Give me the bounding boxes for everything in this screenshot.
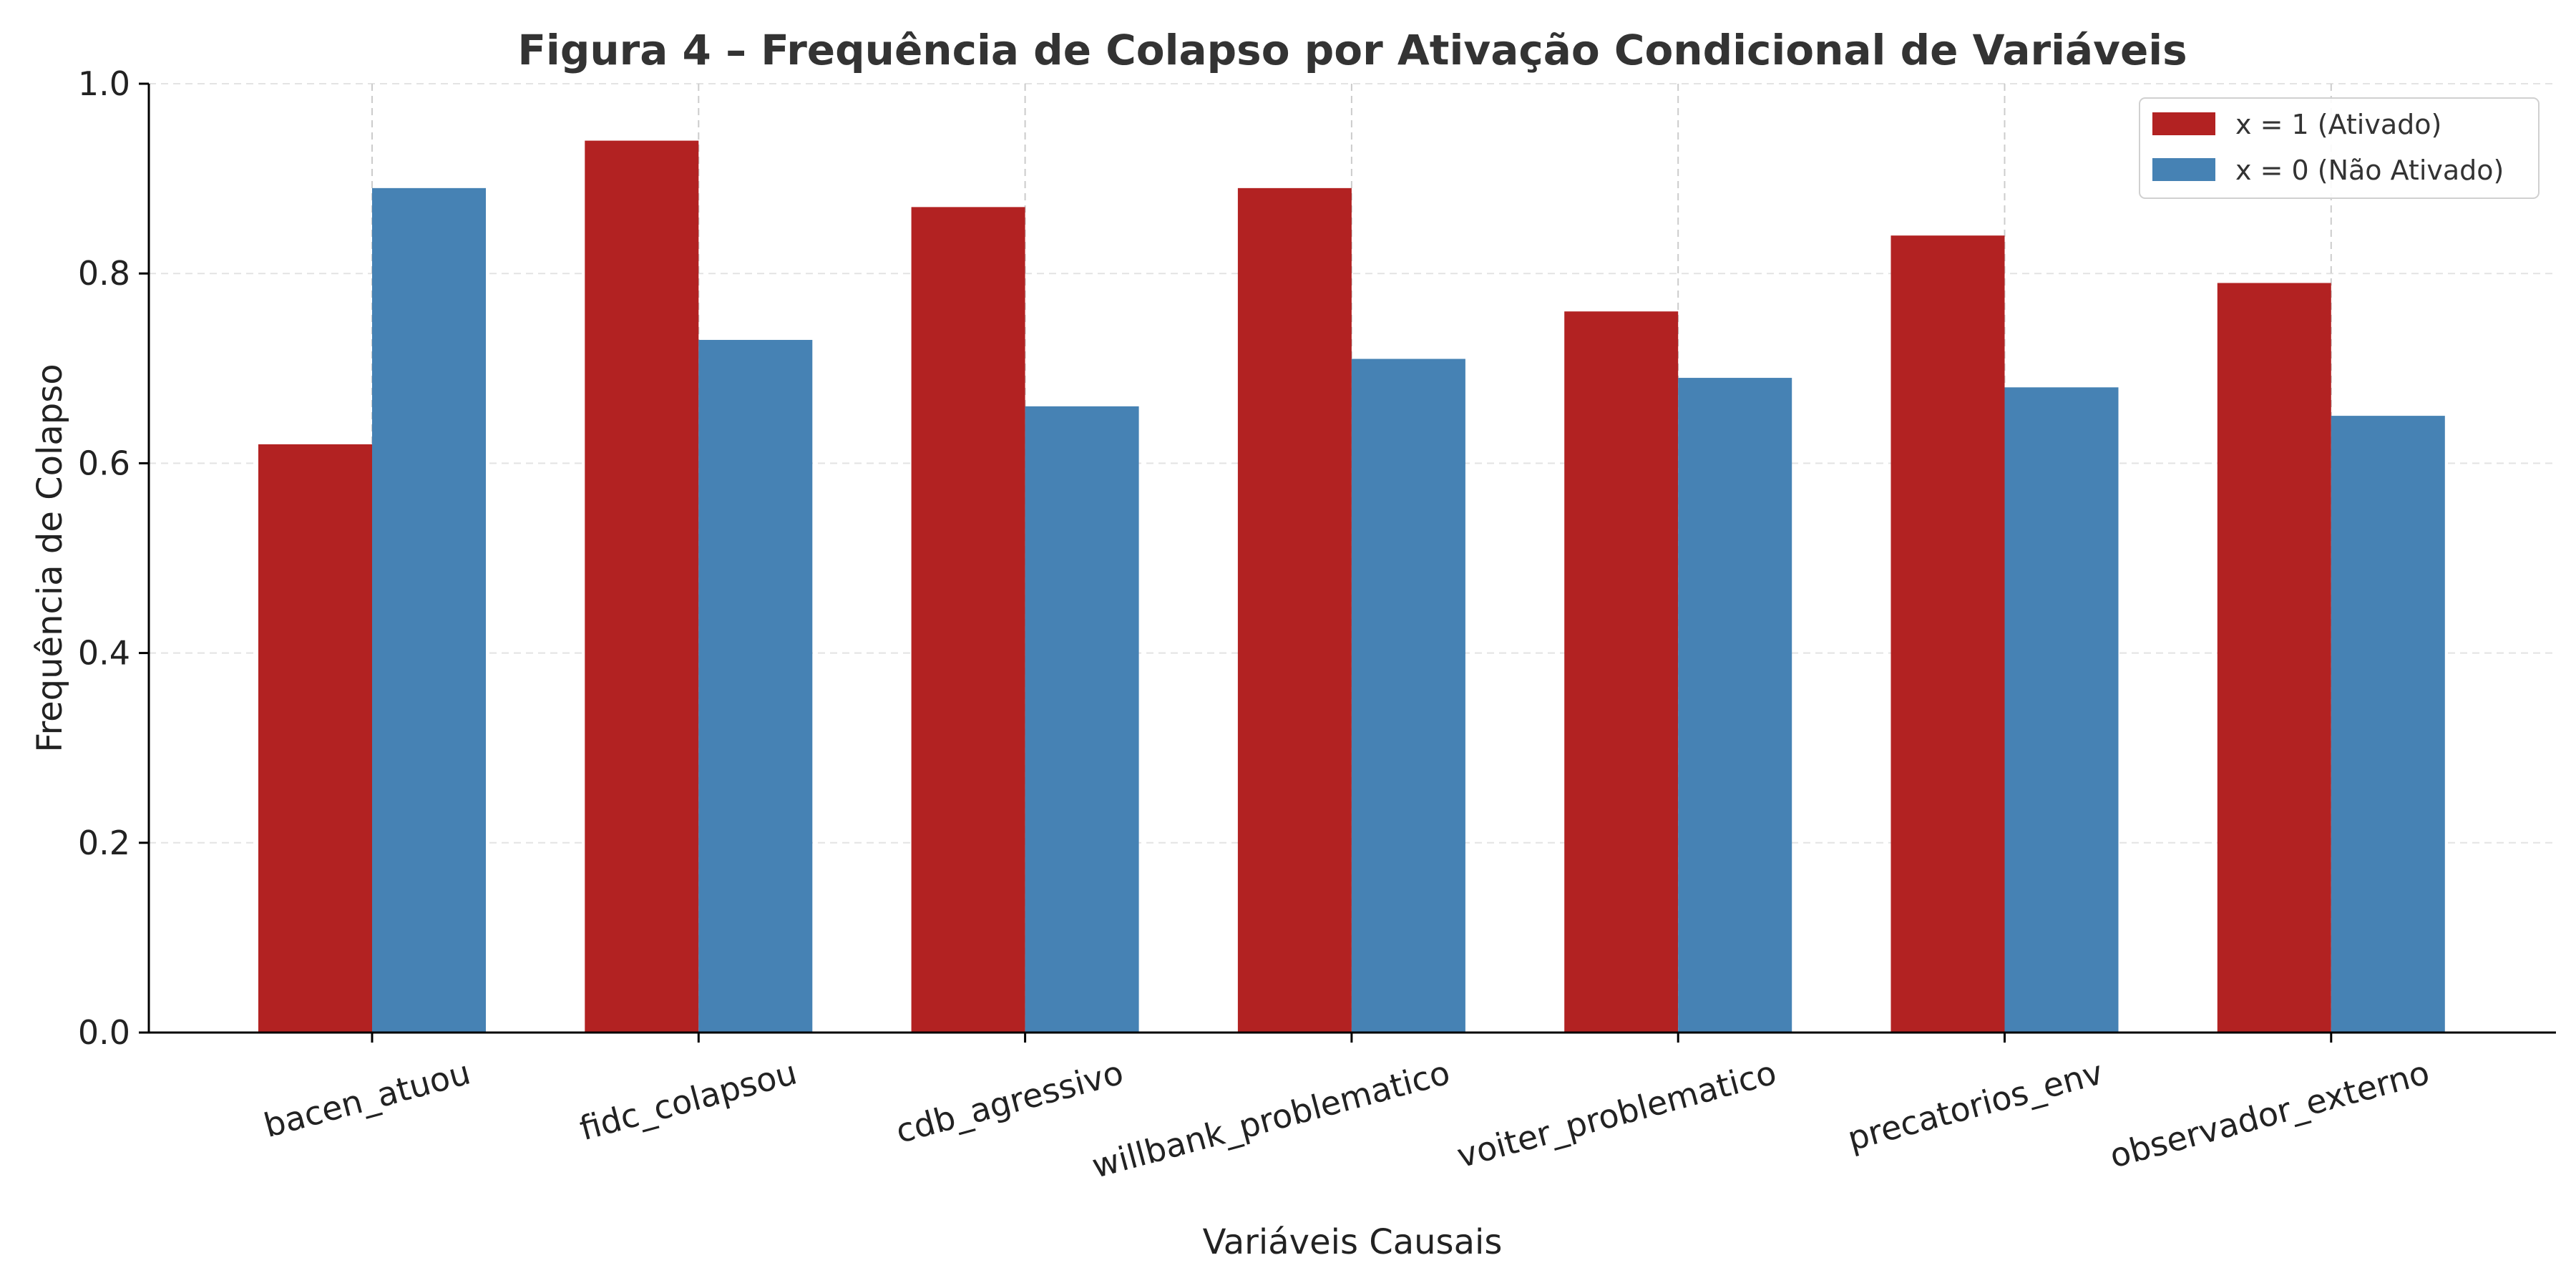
bar-not-activated bbox=[2331, 416, 2445, 1033]
bar-not-activated bbox=[2004, 387, 2119, 1033]
bar-activated bbox=[1890, 235, 2005, 1033]
bar-not-activated bbox=[1025, 406, 1139, 1033]
chart-title: Figura 4 – Frequência de Colapso por Ati… bbox=[517, 26, 2187, 74]
legend: x = 1 (Ativado) x = 0 (Não Ativado) bbox=[2139, 97, 2540, 199]
x-tick-label: cdb_agressivo bbox=[892, 1053, 1127, 1151]
bar-not-activated bbox=[1351, 358, 1465, 1033]
x-tick-label: observador_externo bbox=[2106, 1053, 2434, 1175]
y-tick-label: 0.4 bbox=[78, 634, 130, 673]
bars bbox=[258, 140, 2445, 1033]
y-ticks: 0.0 0.2 0.4 0.6 0.8 1.0 bbox=[78, 64, 149, 1052]
bar-not-activated bbox=[1678, 378, 1792, 1033]
legend-label: x = 0 (Não Ativado) bbox=[2235, 155, 2504, 186]
bar-activated bbox=[585, 140, 699, 1033]
y-tick-label: 0.6 bbox=[78, 444, 130, 482]
bar-activated bbox=[911, 207, 1025, 1033]
x-tick-label: willbank_problematico bbox=[1088, 1053, 1453, 1185]
legend-box bbox=[2139, 97, 2540, 199]
y-tick-label: 1.0 bbox=[78, 64, 130, 103]
bar-activated bbox=[258, 444, 372, 1033]
x-axis-label: Variáveis Causais bbox=[1203, 1222, 1503, 1262]
x-tick-label: voiter_problematico bbox=[1453, 1053, 1781, 1175]
bar-activated bbox=[2217, 283, 2331, 1033]
x-ticks: bacen_atuou fidc_colapsou cdb_agressivowil… bbox=[260, 1033, 2434, 1186]
legend-label: x = 1 (Ativado) bbox=[2235, 109, 2441, 140]
x-tick-label: bacen_atuou bbox=[260, 1053, 474, 1145]
bar-activated bbox=[1237, 187, 1352, 1033]
y-tick-label: 0.2 bbox=[78, 824, 130, 862]
y-tick-label: 0.0 bbox=[78, 1013, 130, 1052]
y-axis-label: Frequência de Colapso bbox=[30, 364, 70, 752]
bar-not-activated bbox=[698, 340, 813, 1033]
x-tick-label: fidc_colapsou bbox=[575, 1053, 801, 1148]
y-tick-label: 0.8 bbox=[78, 254, 130, 293]
bar-not-activated bbox=[372, 187, 486, 1033]
x-tick-label: precatorios_env bbox=[1843, 1053, 2107, 1158]
bar-activated bbox=[1564, 311, 1679, 1033]
legend-swatch-activated bbox=[2152, 112, 2215, 135]
legend-swatch-not-activated bbox=[2152, 158, 2215, 181]
